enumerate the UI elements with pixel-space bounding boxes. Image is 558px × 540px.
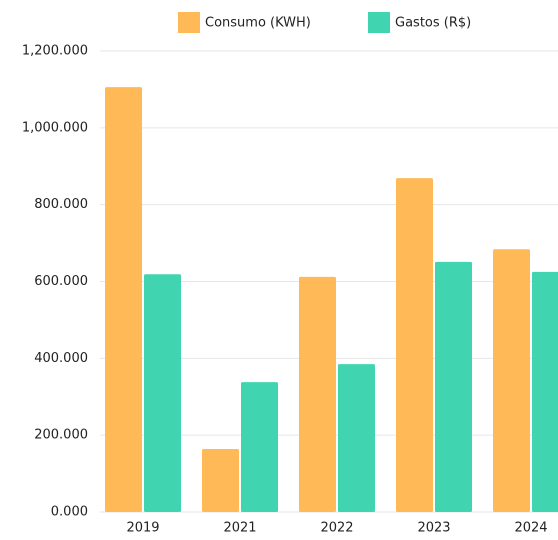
bar	[435, 261, 472, 512]
y-tick-label: 400.000	[34, 351, 88, 366]
bar	[241, 382, 278, 512]
legend-swatch	[178, 12, 200, 33]
y-tick-label: 200.000	[34, 428, 88, 443]
y-tick-label: 800.000	[34, 197, 88, 212]
legend-swatch	[368, 12, 390, 33]
y-tick-label: 0.000	[51, 505, 88, 520]
bar	[532, 271, 558, 512]
bar	[396, 178, 433, 512]
x-tick-label: 2021	[223, 521, 256, 536]
x-tick-label: 2024	[514, 521, 547, 536]
bar	[144, 274, 181, 512]
y-tick-label: 600.000	[34, 274, 88, 289]
y-tick-label: 1,000.000	[22, 120, 88, 135]
bar	[105, 87, 142, 512]
x-tick-label: 2023	[417, 521, 450, 536]
legend-label: Gastos (R$)	[395, 16, 471, 31]
x-tick-label: 2019	[126, 521, 159, 536]
bar	[299, 276, 336, 512]
bar	[202, 448, 239, 512]
bar	[493, 249, 530, 513]
y-tick-label: 1,200.000	[22, 44, 88, 59]
legend-label: Consumo (KWH)	[205, 16, 311, 31]
bar	[338, 364, 375, 512]
x-tick-label: 2022	[320, 521, 353, 536]
